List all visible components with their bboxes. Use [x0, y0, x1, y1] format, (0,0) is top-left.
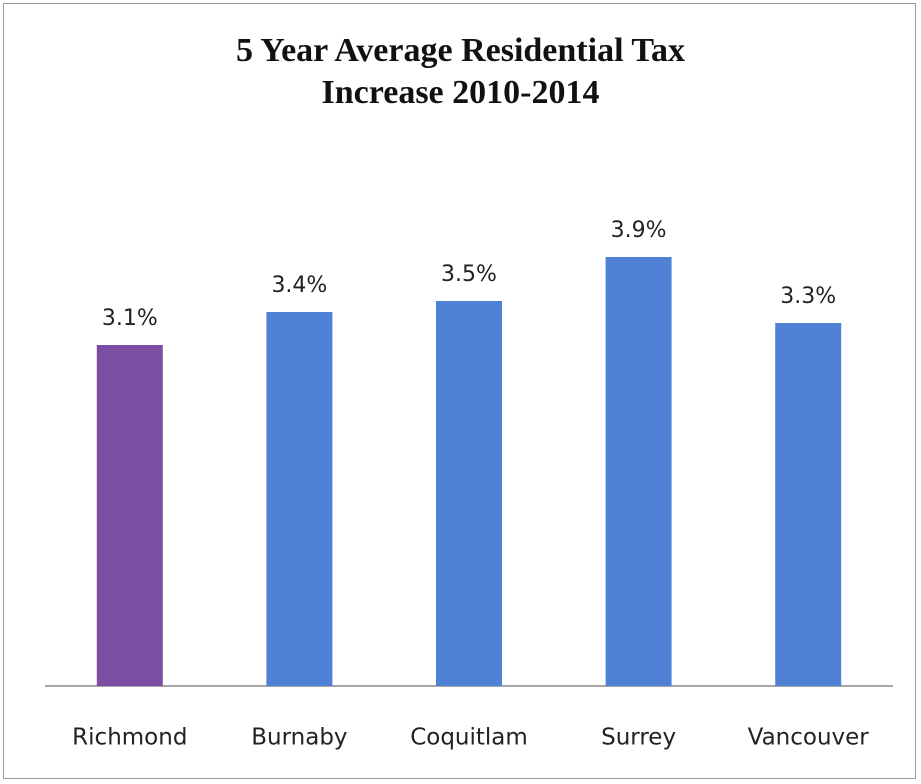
x-tick-label: Richmond [72, 725, 187, 751]
bar [436, 301, 502, 686]
bar [266, 312, 333, 686]
value-label: 3.3% [780, 284, 836, 309]
bar [96, 345, 163, 686]
x-tick-label: Burnaby [251, 725, 347, 751]
value-label: 3.9% [611, 218, 667, 243]
x-tick-label: Coquitlam [410, 725, 528, 751]
value-label: 3.4% [271, 273, 327, 298]
chart-frame [3, 3, 916, 779]
chart-title: 5 Year Average Residential Tax Increase … [236, 32, 685, 111]
bar [775, 323, 842, 686]
x-tick-label: Vancouver [748, 725, 870, 751]
value-label: 3.1% [102, 306, 158, 331]
value-label: 3.5% [441, 262, 497, 287]
bar [605, 257, 672, 686]
x-tick-label: Surrey [601, 725, 676, 751]
